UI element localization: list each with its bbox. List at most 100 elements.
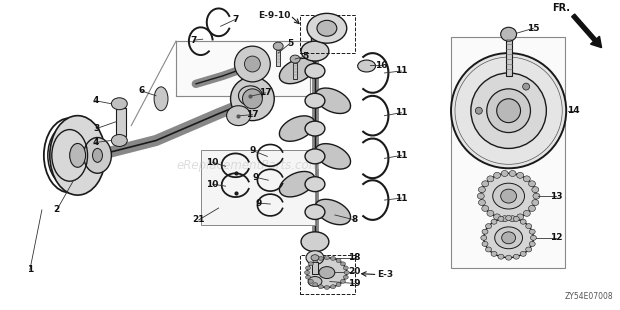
- Ellipse shape: [344, 271, 349, 275]
- Ellipse shape: [480, 235, 487, 240]
- Ellipse shape: [307, 258, 347, 287]
- Text: 3: 3: [94, 124, 100, 133]
- Ellipse shape: [280, 116, 315, 141]
- Ellipse shape: [315, 199, 350, 225]
- Text: 9: 9: [249, 146, 255, 155]
- Text: 11: 11: [395, 108, 407, 117]
- Text: 11: 11: [395, 193, 407, 202]
- Ellipse shape: [498, 216, 504, 221]
- Ellipse shape: [523, 176, 530, 182]
- Ellipse shape: [305, 64, 325, 78]
- Ellipse shape: [330, 256, 335, 260]
- Bar: [293, 63, 297, 79]
- Ellipse shape: [244, 56, 260, 72]
- Bar: [300, 16, 355, 53]
- Text: 15: 15: [527, 24, 539, 33]
- Ellipse shape: [502, 232, 516, 244]
- Text: 5: 5: [287, 39, 293, 48]
- Ellipse shape: [315, 144, 350, 169]
- FancyArrow shape: [572, 14, 601, 48]
- Ellipse shape: [273, 42, 283, 50]
- Ellipse shape: [485, 224, 492, 228]
- Ellipse shape: [305, 121, 325, 136]
- Ellipse shape: [340, 279, 345, 283]
- Ellipse shape: [301, 232, 329, 252]
- Bar: [506, 38, 511, 76]
- Ellipse shape: [290, 55, 300, 63]
- Ellipse shape: [305, 205, 325, 219]
- Text: 2: 2: [54, 206, 60, 215]
- Ellipse shape: [532, 187, 539, 193]
- Ellipse shape: [506, 215, 511, 220]
- Text: 18: 18: [348, 253, 361, 262]
- Ellipse shape: [520, 219, 526, 224]
- Text: 10: 10: [206, 158, 219, 167]
- Ellipse shape: [324, 256, 329, 260]
- Ellipse shape: [317, 20, 337, 36]
- Bar: [117, 108, 126, 135]
- Ellipse shape: [92, 148, 102, 162]
- Bar: [311, 21, 319, 56]
- Ellipse shape: [497, 99, 521, 123]
- Ellipse shape: [533, 193, 540, 199]
- Ellipse shape: [513, 216, 520, 221]
- Ellipse shape: [477, 193, 484, 199]
- Polygon shape: [176, 41, 310, 96]
- Text: 8: 8: [352, 215, 358, 224]
- Ellipse shape: [482, 206, 489, 211]
- Ellipse shape: [330, 285, 335, 289]
- Ellipse shape: [528, 206, 536, 211]
- Ellipse shape: [319, 267, 335, 278]
- Ellipse shape: [306, 275, 311, 279]
- Ellipse shape: [506, 255, 511, 260]
- Ellipse shape: [84, 138, 112, 173]
- Text: 11: 11: [395, 66, 407, 75]
- Ellipse shape: [308, 279, 313, 283]
- Text: 7: 7: [190, 36, 197, 45]
- Ellipse shape: [516, 172, 524, 178]
- Ellipse shape: [482, 229, 488, 234]
- Ellipse shape: [509, 170, 516, 176]
- Text: 7: 7: [232, 15, 239, 24]
- Ellipse shape: [336, 259, 341, 263]
- Text: 12: 12: [550, 233, 562, 242]
- Ellipse shape: [501, 189, 516, 203]
- Ellipse shape: [479, 187, 485, 193]
- Ellipse shape: [312, 283, 317, 287]
- Ellipse shape: [304, 271, 309, 275]
- Text: 10: 10: [206, 180, 219, 189]
- Ellipse shape: [242, 89, 262, 109]
- Ellipse shape: [305, 149, 325, 164]
- Text: 13: 13: [550, 192, 562, 201]
- Ellipse shape: [239, 86, 262, 106]
- Ellipse shape: [509, 216, 516, 222]
- Text: FR.: FR.: [552, 3, 570, 13]
- Text: 9: 9: [252, 173, 259, 182]
- Ellipse shape: [280, 58, 315, 84]
- Ellipse shape: [526, 247, 532, 252]
- Ellipse shape: [528, 181, 536, 187]
- Ellipse shape: [480, 173, 536, 219]
- Ellipse shape: [318, 285, 323, 289]
- Text: 21: 21: [193, 215, 205, 224]
- Ellipse shape: [308, 277, 322, 286]
- Bar: [300, 255, 355, 294]
- Ellipse shape: [312, 259, 317, 263]
- Ellipse shape: [50, 116, 105, 195]
- Ellipse shape: [520, 251, 526, 256]
- Bar: [451, 37, 565, 268]
- Bar: [277, 50, 280, 66]
- Ellipse shape: [501, 170, 508, 176]
- Ellipse shape: [358, 60, 376, 72]
- Ellipse shape: [479, 200, 485, 206]
- Text: 4: 4: [92, 96, 99, 105]
- Ellipse shape: [487, 89, 531, 133]
- Ellipse shape: [343, 266, 348, 270]
- Ellipse shape: [482, 241, 488, 246]
- Text: E-3: E-3: [378, 270, 394, 279]
- Ellipse shape: [523, 210, 530, 216]
- Bar: [201, 150, 315, 225]
- Text: 14: 14: [567, 106, 580, 115]
- Text: 19: 19: [348, 279, 361, 288]
- Ellipse shape: [498, 254, 504, 259]
